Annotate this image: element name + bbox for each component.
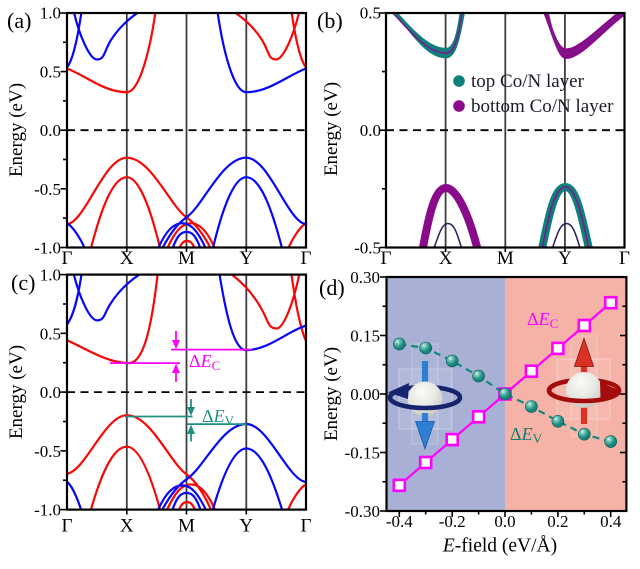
svg-text:Γ: Γ [62,516,73,537]
svg-text:X: X [120,516,134,537]
svg-text:M: M [497,248,514,269]
svg-text:-0.30: -0.30 [345,502,380,521]
svg-text:0.0: 0.0 [360,121,381,140]
svg-text:1.0: 1.0 [40,4,61,23]
svg-text:0.0: 0.0 [40,121,61,140]
svg-text:Γ: Γ [301,248,312,269]
svg-text:Energy (eV): Energy (eV) [6,345,27,439]
svg-text:-0.2: -0.2 [439,512,466,531]
svg-text:E-field (eV/Å): E-field (eV/Å) [442,536,557,557]
svg-text:0.5: 0.5 [40,324,61,343]
svg-text:-0.4: -0.4 [386,512,413,531]
svg-text:top Co/N layer: top Co/N layer [471,71,585,92]
svg-text:1.0: 1.0 [40,266,61,285]
svg-text:0.5: 0.5 [360,4,381,23]
svg-text:Γ: Γ [619,248,630,269]
svg-text:-1.0: -1.0 [34,501,61,520]
svg-text:X: X [439,248,453,269]
svg-text:Γ: Γ [381,248,392,269]
svg-text:ΔEC: ΔEC [189,351,220,373]
svg-text:-0.15: -0.15 [345,444,380,463]
svg-text:0.5: 0.5 [40,63,61,82]
svg-text:Γ: Γ [62,248,73,269]
svg-text:-0.5: -0.5 [34,442,61,461]
svg-text:0.0: 0.0 [40,383,61,402]
svg-text:0.15: 0.15 [350,327,380,346]
svg-text:0.2: 0.2 [547,512,568,531]
svg-text:(b): (b) [317,8,343,33]
svg-text:0.00: 0.00 [350,385,380,404]
svg-text:-0.5: -0.5 [34,180,61,199]
svg-text:(c): (c) [11,270,35,295]
svg-text:Energy (eV): Energy (eV) [321,82,342,176]
svg-text:M: M [178,248,195,269]
svg-text:ΔEV: ΔEV [202,406,235,428]
svg-text:0.30: 0.30 [350,268,380,287]
svg-text:-1.0: -1.0 [34,239,61,258]
svg-text:bottom Co/N layer: bottom Co/N layer [471,96,614,117]
svg-text:Y: Y [239,516,253,537]
svg-text:X: X [120,248,134,269]
svg-text:Y: Y [239,248,253,269]
svg-text:Y: Y [558,248,572,269]
svg-text:-0.5: -0.5 [354,239,381,258]
svg-text:0.0: 0.0 [494,512,515,531]
svg-text:Energy (eV): Energy (eV) [321,347,342,441]
svg-text:(d): (d) [319,275,345,300]
svg-text:Γ: Γ [301,516,312,537]
svg-text:(a): (a) [7,8,31,33]
svg-text:0.4: 0.4 [600,512,622,531]
svg-text:M: M [178,516,195,537]
svg-text:Energy (eV): Energy (eV) [6,83,27,177]
